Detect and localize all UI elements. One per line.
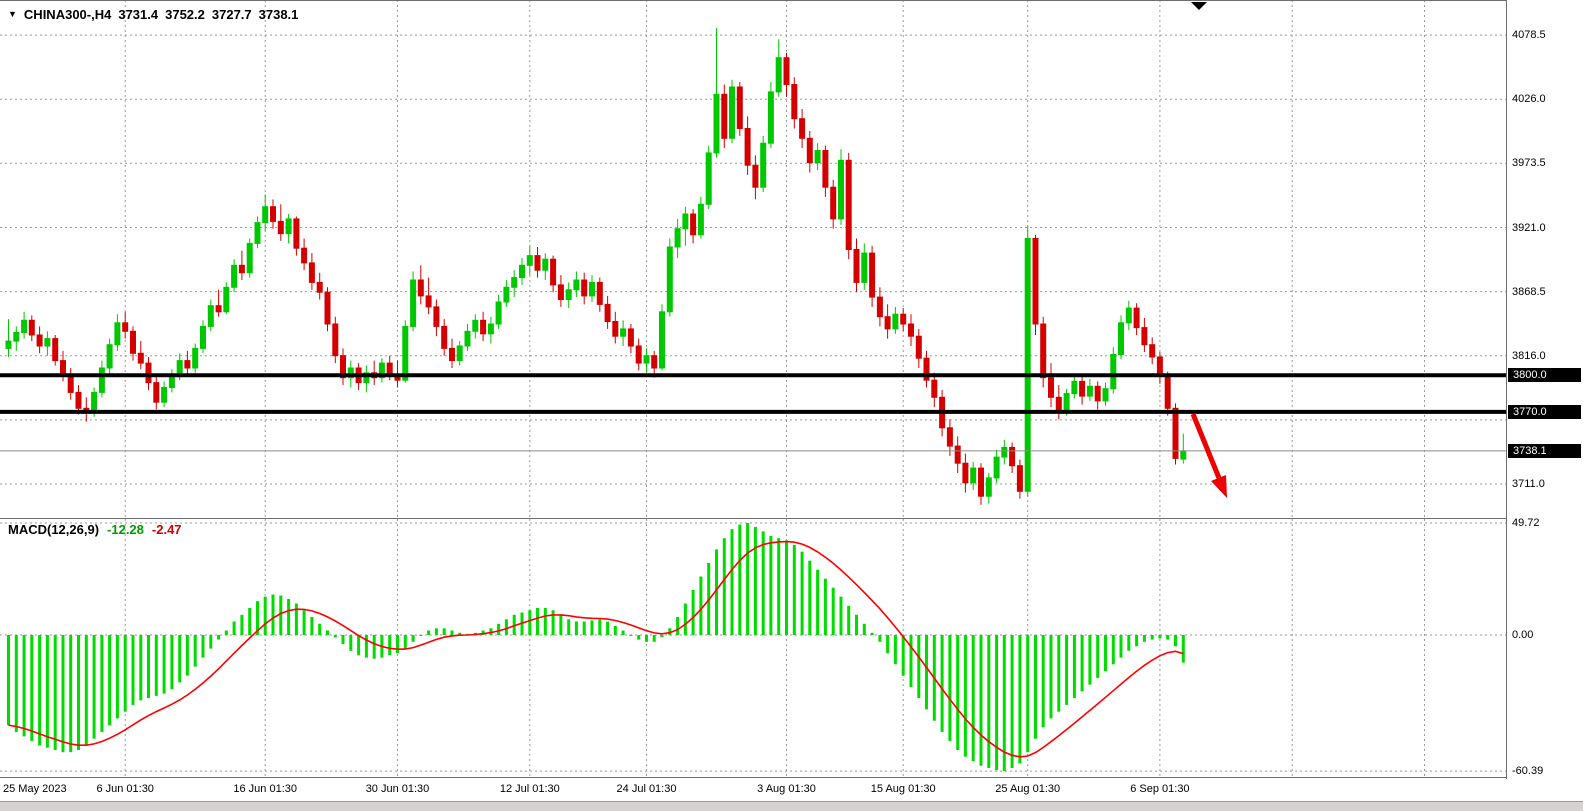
ohlc-open-value: 3731.4	[118, 7, 159, 22]
time-axis-label: 6 Sep 01:30	[1130, 783, 1190, 795]
macd-main-value: -12.28	[107, 522, 144, 537]
macd-axis-label: 49.72	[1512, 517, 1540, 529]
chart-shift-marker[interactable]	[1191, 2, 1207, 10]
macd-histogram	[7, 523, 1185, 772]
macd-axis-label: -60.39	[1512, 765, 1544, 778]
ohlc-high-value: 3752.2	[165, 7, 205, 22]
price-axis-label: 4078.5	[1512, 29, 1546, 42]
time-scale-axis[interactable]: 25 May 2023 6 Jun 01:30 16 Jun 01:30 30 Jun…	[0, 779, 1583, 800]
chart-header: ▼ CHINA300-,H4 3731.4 3752.2 3727.7 3738…	[8, 7, 298, 22]
down-arrow-annotation[interactable]	[1190, 413, 1227, 498]
macd-label: MACD(12,26,9)	[8, 522, 100, 537]
symbol-timeframe-label: CHINA300-,H4	[23, 7, 112, 22]
time-axis-label: 15 Aug 01:30	[870, 783, 936, 795]
window-bottom-edge	[0, 801, 1583, 811]
price-axis-label: 3816.0	[1512, 349, 1546, 362]
ohlc-close-value: 3738.1	[258, 7, 299, 22]
time-axis-label: 16 Jun 01:30	[233, 783, 297, 795]
price-scale-axis[interactable]: 4078.5 4026.0 3973.5 3921.0 3868.5 3816.0 3711…	[1507, 0, 1583, 800]
macd-axis-label: 0.00	[1512, 629, 1534, 641]
current-price-badge: 3738.1	[1508, 443, 1581, 458]
price-axis-label: 3973.5	[1512, 157, 1546, 170]
time-axis-label: 12 Jul 01:30	[499, 783, 560, 795]
time-axis-label: 6 Jun 01:30	[96, 783, 154, 795]
level-price-badge: 3800.0	[1508, 368, 1581, 383]
time-axis-label: 24 Jul 01:30	[616, 783, 677, 795]
symbol-dropdown-icon[interactable]: ▼	[8, 9, 17, 19]
macd-signal-line	[8, 540, 1184, 758]
level-price-badge: 3770.0	[1508, 404, 1581, 419]
time-axis-label: 30 Jun 01:30	[365, 783, 430, 795]
price-axis-label: 3868.5	[1512, 285, 1546, 298]
time-axis-label: 3 Aug 01:30	[757, 783, 816, 795]
price-axis-label: 4026.0	[1512, 93, 1546, 106]
macd-signal-value: -2.47	[151, 522, 182, 537]
price-axis-label: 3921.0	[1512, 221, 1546, 234]
macd-indicator-header: MACD(12,26,9) -12.28 -2.47	[8, 522, 182, 537]
candles-layer	[5, 28, 1187, 505]
ohlc-low-value: 3727.7	[211, 7, 252, 22]
time-axis-label: 25 May 2023	[3, 783, 67, 795]
price-axis-label: 3711.0	[1512, 478, 1545, 490]
time-axis-label: 25 Aug 01:30	[995, 783, 1061, 795]
